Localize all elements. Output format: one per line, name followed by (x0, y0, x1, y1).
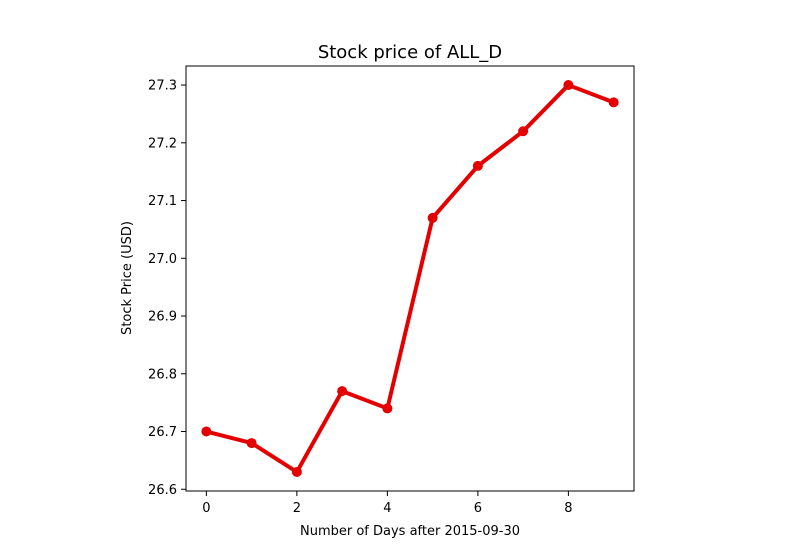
y-tick-label: 26.8 (148, 367, 177, 382)
y-axis-label: Stock Price (USD) (120, 221, 135, 335)
series-line (204, 83, 616, 474)
x-tick-label: 0 (202, 501, 210, 516)
data-point (563, 80, 574, 91)
axis-ticks: 0 2 4 6 8 26.6 26.7 26.8 26.9 27.0 27.1 27.2 27.3 (148, 79, 572, 516)
data-point (472, 160, 483, 171)
data-point (201, 426, 212, 437)
x-tick-label: 8 (564, 501, 572, 516)
data-point (337, 386, 348, 397)
y-tick-label: 27.3 (148, 79, 177, 94)
y-tick-label: 27.0 (148, 252, 177, 267)
data-point (608, 97, 619, 108)
y-tick-label: 26.7 (148, 425, 177, 440)
x-tick-label: 4 (383, 501, 391, 516)
series-layer (201, 80, 619, 477)
data-point (382, 403, 393, 414)
data-point (518, 126, 529, 137)
y-tick-label: 26.6 (148, 483, 177, 498)
data-point (291, 466, 302, 477)
data-point (427, 212, 438, 223)
y-tick-label: 27.2 (148, 136, 177, 151)
y-tick-label: 26.9 (148, 310, 177, 325)
x-tick-label: 2 (293, 501, 301, 516)
chart-title: Stock price of ALL_D (318, 42, 502, 63)
plot-frame (185, 65, 635, 492)
y-tick-label: 27.1 (148, 194, 177, 209)
x-tick-label: 6 (474, 501, 482, 516)
x-axis-label: Number of Days after 2015-09-30 (300, 524, 520, 539)
data-point (246, 438, 257, 449)
